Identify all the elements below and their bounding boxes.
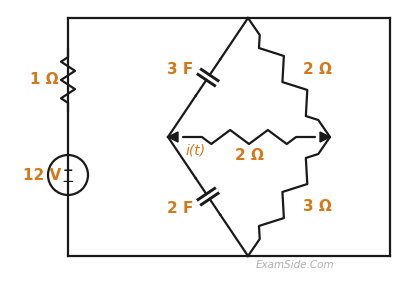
Text: 1 Ω: 1 Ω	[30, 72, 58, 87]
Text: 2 F: 2 F	[167, 201, 193, 216]
Text: i(t): i(t)	[186, 144, 206, 158]
Text: −: −	[62, 175, 74, 190]
Text: 2 Ω: 2 Ω	[234, 147, 263, 162]
Text: 3 F: 3 F	[167, 62, 193, 77]
Polygon shape	[320, 132, 330, 142]
Text: 12 V: 12 V	[23, 168, 61, 182]
Text: 3 Ω: 3 Ω	[303, 199, 331, 214]
Text: 2 Ω: 2 Ω	[302, 62, 331, 77]
Text: +: +	[63, 164, 74, 177]
Text: ExamSide.Com: ExamSide.Com	[256, 260, 334, 270]
Polygon shape	[168, 132, 178, 142]
